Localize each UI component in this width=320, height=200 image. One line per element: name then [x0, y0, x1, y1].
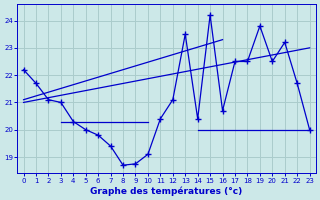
X-axis label: Graphe des températures (°c): Graphe des températures (°c): [91, 186, 243, 196]
